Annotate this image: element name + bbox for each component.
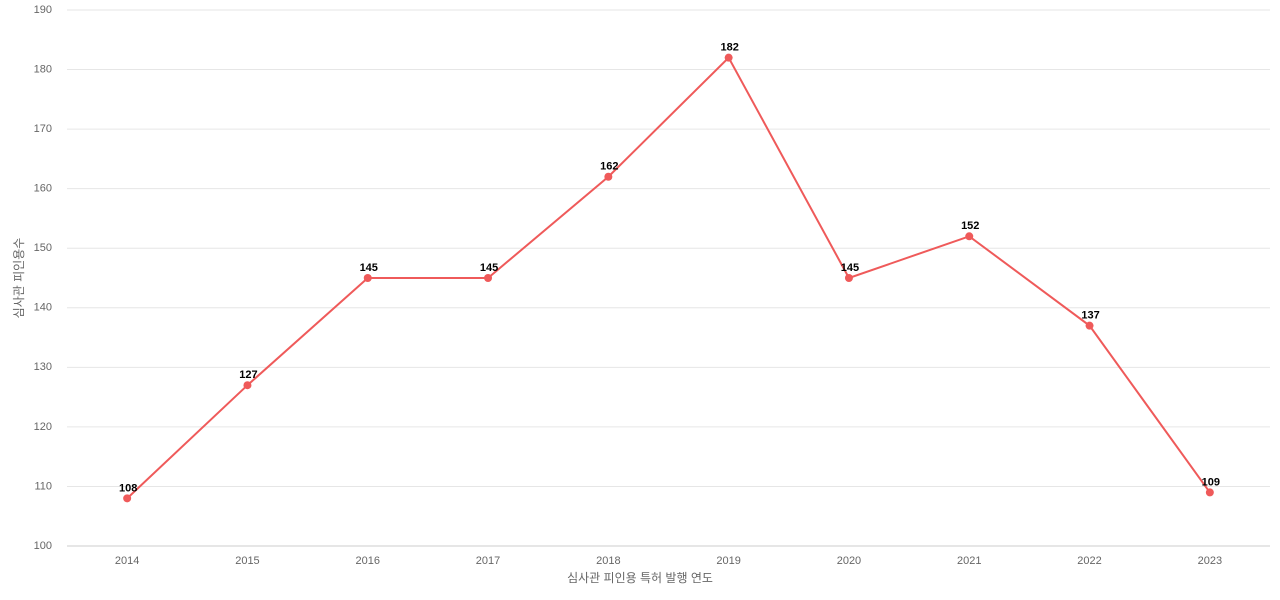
y-axis-label: 심사관 피인용수: [12, 238, 26, 319]
value-label: 182: [720, 42, 738, 54]
point: [1085, 321, 1094, 330]
y-tick-label: 180: [34, 63, 52, 75]
x-axis-label: 심사관 피인용 특허 발행 연도: [567, 570, 713, 585]
point: [965, 232, 974, 241]
y-tick-label: 190: [34, 4, 52, 16]
point: [484, 274, 493, 282]
value-label: 145: [841, 262, 859, 274]
value-label: 145: [480, 262, 498, 274]
point: [844, 274, 853, 282]
y-tick-label: 170: [34, 123, 52, 135]
y-tick-label: 140: [34, 302, 52, 314]
point: [243, 381, 252, 390]
x-tick-label: 2017: [476, 555, 500, 567]
y-tick-label: 120: [34, 421, 52, 433]
x-tick-label: 2023: [1198, 555, 1222, 567]
point: [1205, 488, 1214, 497]
x-tick-label: 2020: [837, 555, 861, 567]
x-tick-label: 2014: [115, 555, 139, 567]
y-tick-label: 150: [34, 242, 52, 254]
y-tick-label: 130: [34, 361, 52, 373]
point: [724, 53, 733, 62]
value-label: 137: [1081, 310, 1099, 322]
value-label: 152: [961, 220, 979, 232]
point: [363, 274, 372, 282]
value-label: 162: [600, 161, 618, 173]
line: [126, 55, 1211, 500]
x-tick-label: 2015: [235, 555, 259, 567]
x-tick-label: 2022: [1077, 555, 1101, 567]
point: [123, 494, 132, 503]
y-tick-label: 100: [34, 540, 52, 552]
x-tick-label: 2021: [957, 555, 981, 567]
point: [604, 172, 613, 181]
y-tick-label: 160: [34, 183, 52, 195]
x-tick-label: 2016: [356, 555, 380, 567]
x-tick-label: 2018: [596, 555, 620, 567]
value-label: 127: [239, 369, 257, 381]
value-label: 108: [119, 482, 137, 494]
value-label: 109: [1202, 476, 1220, 488]
value-label: 145: [360, 262, 378, 274]
x-tick-label: 2019: [716, 555, 740, 567]
y-tick-label: 110: [34, 480, 52, 492]
